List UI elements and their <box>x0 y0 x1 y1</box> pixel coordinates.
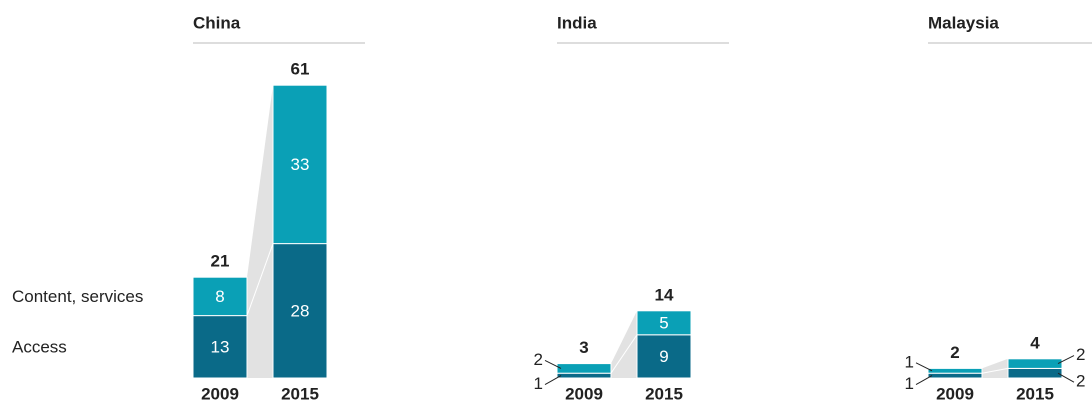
bar-segment <box>556 372 612 379</box>
value-label: 1 <box>534 374 543 393</box>
connector-divider <box>981 367 1009 374</box>
bar-segment <box>272 243 328 379</box>
total-label: 14 <box>655 285 674 304</box>
x-tick-label: 2015 <box>281 384 319 403</box>
connector-divider <box>610 334 638 374</box>
value-label: 2 <box>534 350 543 369</box>
panel-title: China <box>193 13 241 32</box>
x-tick-label: 2009 <box>565 384 603 403</box>
total-label: 3 <box>579 338 588 357</box>
connector-divider <box>246 243 274 316</box>
value-label: 9 <box>659 347 668 366</box>
bar-segment <box>1007 367 1063 379</box>
bar-segment <box>1007 358 1063 369</box>
legend-label: Access <box>12 337 67 356</box>
value-label: 2 <box>1076 372 1085 391</box>
leader-line <box>915 362 933 372</box>
panel-title: Malaysia <box>928 13 999 32</box>
leader-line <box>1057 355 1075 365</box>
bar-segment <box>636 310 692 336</box>
total-label: 4 <box>1030 333 1040 352</box>
bar-segment <box>192 276 248 317</box>
bar-segment <box>192 315 248 379</box>
value-label: 8 <box>215 287 224 306</box>
value-label: 2 <box>1076 345 1085 364</box>
value-label: 33 <box>291 155 310 174</box>
connector <box>982 358 1008 378</box>
leader-line <box>544 375 562 386</box>
legend-label: Content, services <box>12 287 143 306</box>
value-label: 28 <box>291 301 310 320</box>
value-label: 5 <box>659 313 668 332</box>
leader-line <box>544 359 562 369</box>
total-label: 2 <box>950 343 959 362</box>
value-label: 1 <box>905 374 914 393</box>
x-tick-label: 2015 <box>1016 384 1054 403</box>
x-tick-label: 2009 <box>201 384 239 403</box>
bar-segment <box>556 363 612 374</box>
total-label: 21 <box>211 252 230 271</box>
bar-segment <box>636 334 692 379</box>
x-tick-label: 2009 <box>936 384 974 403</box>
leader-line <box>915 375 933 386</box>
leader-line <box>1057 372 1075 383</box>
bar-segment <box>927 372 983 379</box>
value-label: 13 <box>211 337 230 356</box>
bar-segment <box>272 84 328 245</box>
panel-title: India <box>557 13 597 32</box>
value-label: 1 <box>905 352 914 371</box>
bar-segment <box>927 367 983 374</box>
connector <box>247 85 273 378</box>
x-tick-label: 2015 <box>645 384 683 403</box>
total-label: 61 <box>291 60 310 79</box>
connector <box>611 310 637 378</box>
